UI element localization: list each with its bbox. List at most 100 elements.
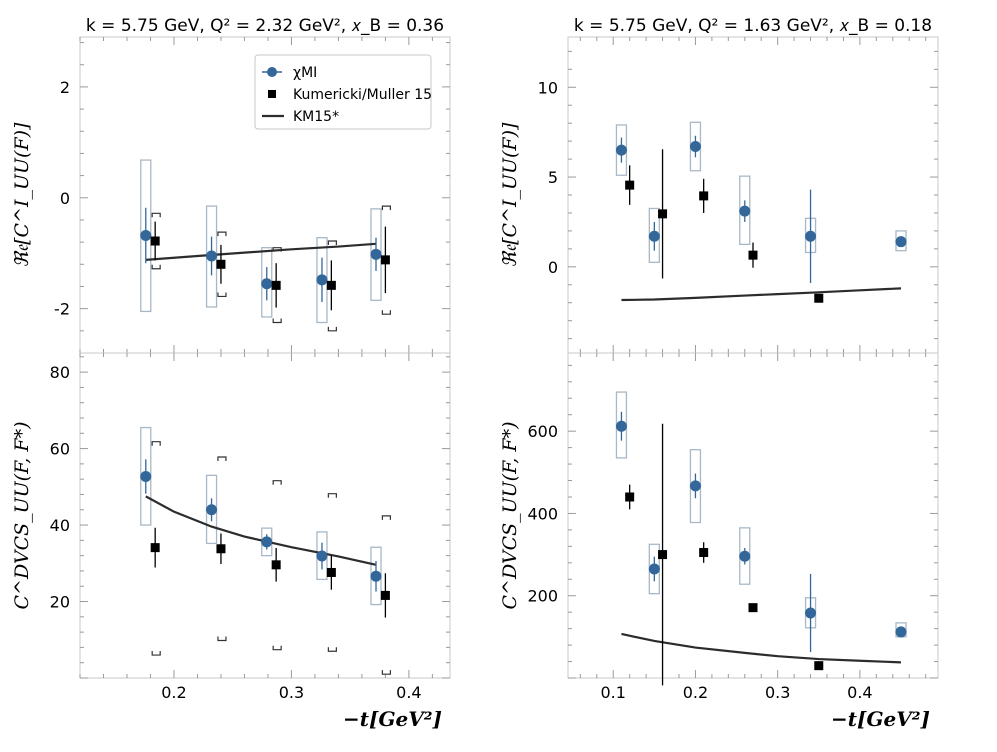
km-data-point (658, 209, 668, 219)
x-tick-label: 0.3 (765, 683, 790, 702)
chimi-data-point (895, 236, 907, 248)
km-lower-bracket (327, 326, 337, 332)
km-data-point (380, 255, 390, 265)
km-data-point (748, 250, 758, 260)
km-lower-bracket (272, 645, 282, 651)
chimi-data-point (261, 536, 273, 548)
km-lower-bracket (151, 264, 161, 270)
plot-frame (79, 352, 451, 679)
chimi-data-point (206, 504, 218, 516)
km-lower-bracket (217, 636, 227, 642)
y-axis-label: C^DVCS_UU(F, F*) (499, 422, 521, 610)
km-data-point (699, 548, 709, 558)
km-data-point (150, 543, 160, 553)
km-upper-bracket (217, 456, 227, 461)
x-tick-label: 0.2 (161, 683, 186, 702)
chimi-data-point (895, 626, 907, 638)
x-axis-label: −t[GeV²] (343, 707, 442, 731)
km-upper-bracket (327, 240, 337, 246)
km-data-point (625, 492, 635, 502)
chart-panel-top-left: 2 0 -2 k = 5.75 GeV, Q² = 2.32 GeV², 𝑥_B = … (11, 16, 451, 354)
chimi-data-point (739, 205, 751, 217)
km-upper-bracket (151, 441, 161, 446)
y-tick-label: 10 (538, 78, 558, 97)
legend: χMI Kumericki/Muller 15 KM15* (254, 54, 432, 130)
chimi-data-point (370, 570, 382, 582)
chimi-data-point (370, 248, 382, 260)
km-data-point (658, 550, 668, 560)
x-tick-label: 0.3 (279, 683, 304, 702)
km-lower-bracket (272, 318, 282, 324)
km-data-point (216, 544, 226, 554)
chimi-data-point (648, 563, 660, 575)
chart-title: k = 5.75 GeV, Q² = 1.63 GeV², 𝑥_B = 0.18 (574, 16, 932, 36)
y-axis-label: ℜ𝔢[C^I_UU(F)] (11, 122, 33, 267)
km-data-point (748, 603, 758, 613)
km-data-point (625, 180, 635, 190)
km-data-point (271, 280, 281, 290)
x-axis-label: −t[GeV²] (831, 707, 930, 731)
chimi-data-point (805, 607, 817, 619)
km-upper-bracket (217, 231, 227, 237)
y-tick-label: 80 (50, 363, 70, 382)
chart-panel-bottom-right: 0.1 0.2 0.3 0.4 600 400 200 C^DVCS_UU(F, F*) −t[… (499, 352, 939, 731)
km15-star-curve (621, 632, 902, 664)
km-data-point (699, 191, 709, 201)
km-upper-bracket (272, 480, 282, 485)
km-data-point (814, 661, 824, 671)
chimi-data-point (316, 274, 328, 286)
y-tick-label: 200 (527, 587, 558, 606)
km-data-point (150, 236, 160, 246)
legend-label: KM15* (293, 109, 339, 125)
km-upper-bracket (151, 212, 161, 218)
x-tick-label: 0.4 (847, 683, 872, 702)
chimi-data-point (206, 250, 218, 262)
km15-star-curve (145, 495, 377, 566)
y-tick-label: 40 (50, 516, 70, 535)
x-tick-label: 0.4 (396, 683, 421, 702)
km-upper-bracket (381, 515, 391, 520)
chimi-data-point (805, 230, 817, 242)
legend-km-marker (268, 90, 276, 98)
y-axis-label: C^DVCS_UU(F, F*) (11, 422, 33, 610)
km-lower-bracket (381, 310, 391, 315)
chimi-data-point (140, 471, 152, 482)
km-lower-bracket (381, 670, 391, 675)
chimi-data-point (689, 480, 701, 492)
legend-label: χMI (293, 65, 317, 81)
chart-title: k = 5.75 GeV, Q² = 2.32 GeV², 𝑥_B = 0.36 (86, 16, 444, 36)
y-tick-label: 0 (548, 258, 558, 277)
y-tick-label: 5 (548, 168, 558, 187)
legend-box (254, 54, 432, 130)
km-upper-bracket (327, 493, 337, 498)
x-tick-label: 0.2 (683, 683, 708, 702)
chimi-data-point (140, 229, 152, 241)
km-data-point (814, 293, 824, 303)
chimi-data-point (261, 278, 273, 290)
y-axis-label: ℜ𝔢[C^I_UU(F)] (499, 122, 521, 267)
chart-panel-bottom-left: 0.2 0.3 0.4 80 60 40 20 C^DVCS_UU(F, F*) −t[GeV²… (11, 352, 451, 731)
km-data-point (216, 259, 226, 269)
chimi-data-point (615, 144, 627, 156)
km-upper-bracket (381, 205, 391, 211)
km-data-point (326, 280, 336, 290)
km-data-point (326, 567, 336, 577)
y-tick-label: -2 (54, 300, 70, 319)
plot-frame (567, 352, 939, 679)
y-tick-label: 60 (50, 440, 70, 459)
km15-star-curve (621, 287, 902, 302)
km15-star-curve (145, 242, 377, 261)
km-data-point (380, 590, 390, 600)
km-lower-bracket (327, 647, 337, 652)
chart-panel-top-right: 10 5 0 k = 5.75 GeV, Q² = 1.63 GeV², 𝑥_B = … (499, 16, 939, 354)
chimi-data-point (648, 230, 660, 242)
chimi-data-point (316, 550, 328, 562)
y-tick-label: 0 (60, 189, 70, 208)
legend-chimi-marker (267, 67, 277, 77)
km-data-point (271, 560, 281, 570)
chimi-data-point (615, 420, 627, 432)
y-tick-label: 400 (527, 504, 558, 523)
x-tick-label: 0.1 (600, 683, 625, 702)
legend-label: Kumericki/Muller 15 (293, 87, 432, 103)
